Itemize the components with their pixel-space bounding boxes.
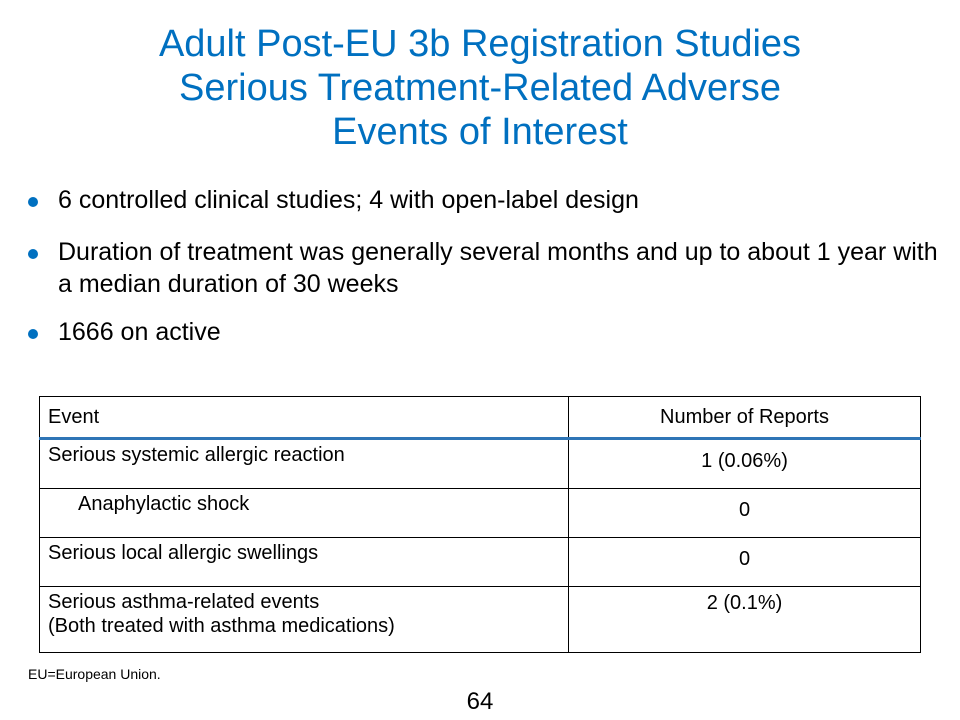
title-line-1: Adult Post-EU 3b Registration Studies bbox=[158, 23, 802, 65]
table-header-row: Event Number of Reports bbox=[39, 396, 921, 440]
reports-cell: 2 (0.1%) bbox=[568, 586, 921, 653]
bullet-list: 6 controlled clinical studies; 4 with op… bbox=[28, 184, 938, 370]
bullet-text: 1666 on active bbox=[58, 318, 221, 346]
title-line-2: Serious Treatment-Related Adverse bbox=[179, 67, 781, 109]
footnote: EU=European Union. bbox=[28, 666, 161, 682]
event-cell: Serious asthma-related events (Both trea… bbox=[39, 586, 569, 653]
bullet-dot-icon bbox=[28, 329, 38, 339]
event-cell: Anaphylactic shock bbox=[39, 488, 569, 538]
table-row: Anaphylactic shock 0 bbox=[39, 488, 921, 538]
bullet-item: 1666 on active bbox=[28, 316, 938, 348]
slide-title: Adult Post-EU 3b Registration Studies Se… bbox=[20, 22, 940, 154]
page-number: 64 bbox=[466, 688, 494, 715]
bullet-item: Duration of treatment was generally seve… bbox=[28, 236, 938, 300]
event-line-2: (Both treated with asthma medications) bbox=[48, 615, 395, 637]
event-cell: Serious systemic allergic reaction bbox=[39, 438, 569, 489]
bullet-dot-icon bbox=[28, 249, 38, 259]
event-cell: Serious local allergic swellings bbox=[39, 537, 569, 587]
bullet-text: 6 controlled clinical studies; 4 with op… bbox=[58, 186, 639, 214]
adverse-events-table: Event Number of Reports Serious systemic… bbox=[39, 396, 921, 653]
reports-cell: 0 bbox=[568, 488, 921, 538]
bullet-text: Duration of treatment was generally seve… bbox=[58, 238, 938, 298]
table-row: Serious systemic allergic reaction 1 (0.… bbox=[39, 438, 921, 489]
reports-cell: 0 bbox=[568, 537, 921, 587]
header-number-of-reports: Number of Reports bbox=[568, 396, 921, 440]
reports-cell: 1 (0.06%) bbox=[568, 438, 921, 489]
header-event: Event bbox=[39, 396, 569, 440]
title-line-3: Events of Interest bbox=[332, 111, 628, 153]
bullet-item: 6 controlled clinical studies; 4 with op… bbox=[28, 184, 938, 216]
table-row: Serious local allergic swellings 0 bbox=[39, 537, 921, 587]
event-line-1: Serious asthma-related events bbox=[48, 591, 320, 613]
table-row: Serious asthma-related events (Both trea… bbox=[39, 586, 921, 653]
bullet-dot-icon bbox=[28, 197, 38, 207]
